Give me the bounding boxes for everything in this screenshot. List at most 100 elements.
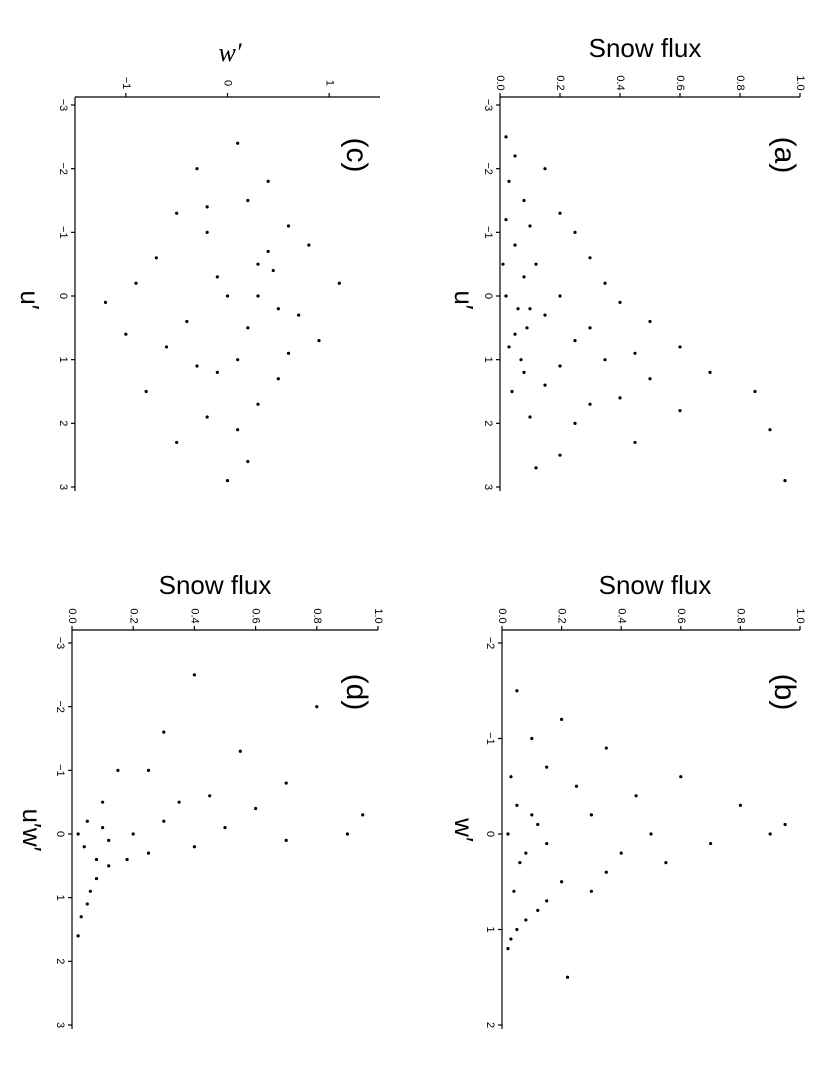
x-tick-label: −3 <box>482 99 494 112</box>
y-tick-label: 1.0 <box>372 608 384 623</box>
point <box>276 377 280 381</box>
point <box>266 179 270 183</box>
point <box>565 975 570 979</box>
point <box>604 870 608 874</box>
point <box>345 832 349 836</box>
x-tick-label: 2 <box>54 958 66 964</box>
point <box>525 326 529 330</box>
point <box>154 256 158 260</box>
point <box>131 832 135 836</box>
y-tick-label: −1 <box>120 77 132 90</box>
point <box>515 689 519 693</box>
y-tick-label: 0.4 <box>615 608 627 623</box>
point <box>522 275 526 279</box>
x-tick-label: 1 <box>57 357 69 363</box>
point <box>315 705 319 709</box>
point <box>543 383 547 387</box>
point <box>603 358 607 362</box>
y-tick-label: 0.0 <box>494 75 506 90</box>
x-tick-label: 2 <box>57 420 69 426</box>
point <box>297 313 301 317</box>
point <box>519 358 523 362</box>
point <box>573 230 577 234</box>
y-tick-label: 0.4 <box>614 75 626 90</box>
panel-label: (b) <box>768 674 801 711</box>
panel-label: (d) <box>340 674 373 711</box>
point <box>543 167 547 171</box>
point <box>768 832 772 836</box>
x-tick-label: −2 <box>54 700 66 713</box>
point <box>124 332 128 336</box>
point <box>205 230 209 234</box>
point <box>236 428 240 432</box>
point <box>504 294 508 298</box>
point <box>107 864 111 868</box>
point <box>94 857 99 862</box>
point <box>506 832 510 836</box>
point <box>545 841 549 846</box>
panel-label: (c) <box>340 138 373 173</box>
point <box>530 736 534 741</box>
point <box>276 307 280 311</box>
x-tick-label: 0 <box>57 293 69 299</box>
point <box>618 300 622 304</box>
point <box>175 440 179 445</box>
point <box>85 902 89 906</box>
point <box>215 275 219 279</box>
x-tick-label: 2 <box>482 420 494 426</box>
y-tick-label: 0.6 <box>674 75 686 90</box>
x-tick-label: 0 <box>482 293 494 299</box>
point <box>507 179 511 183</box>
point <box>246 326 250 330</box>
y-tick-label: 0.2 <box>556 608 568 623</box>
point <box>101 800 105 804</box>
point <box>560 717 564 722</box>
point <box>509 937 513 941</box>
point <box>603 281 607 285</box>
y-tick-label: 0.2 <box>127 608 139 623</box>
x-tick-label: 0 <box>484 831 496 837</box>
y-axis-label: Snow flux <box>599 570 712 600</box>
point <box>558 364 562 368</box>
point <box>195 364 199 368</box>
point <box>82 845 86 849</box>
point <box>101 826 105 830</box>
point <box>271 268 275 273</box>
point <box>506 947 510 951</box>
x-axis-label: u′ <box>449 290 479 309</box>
point <box>177 800 181 804</box>
point <box>266 249 270 254</box>
point <box>307 243 311 247</box>
point <box>633 351 637 355</box>
point <box>361 813 365 817</box>
point <box>286 351 291 355</box>
y-tick-label: 0.8 <box>311 608 323 623</box>
point <box>256 294 260 298</box>
point <box>175 211 179 215</box>
point <box>528 307 532 311</box>
point <box>515 803 519 807</box>
point <box>634 794 638 798</box>
point <box>223 826 227 830</box>
point <box>337 281 341 285</box>
point <box>88 889 92 893</box>
point <box>536 908 540 913</box>
point <box>522 198 526 203</box>
point <box>738 803 743 807</box>
y-tick-label: 1 <box>323 80 335 86</box>
point <box>649 832 653 836</box>
point <box>76 832 80 836</box>
point <box>256 262 260 266</box>
point <box>545 765 549 769</box>
point <box>225 294 230 298</box>
point <box>162 730 166 734</box>
x-tick-label: 1 <box>484 926 496 932</box>
point <box>254 806 258 811</box>
point <box>144 389 148 394</box>
point <box>162 819 166 823</box>
point <box>284 838 288 842</box>
x-tick-label: 3 <box>57 484 69 490</box>
point <box>208 794 212 798</box>
